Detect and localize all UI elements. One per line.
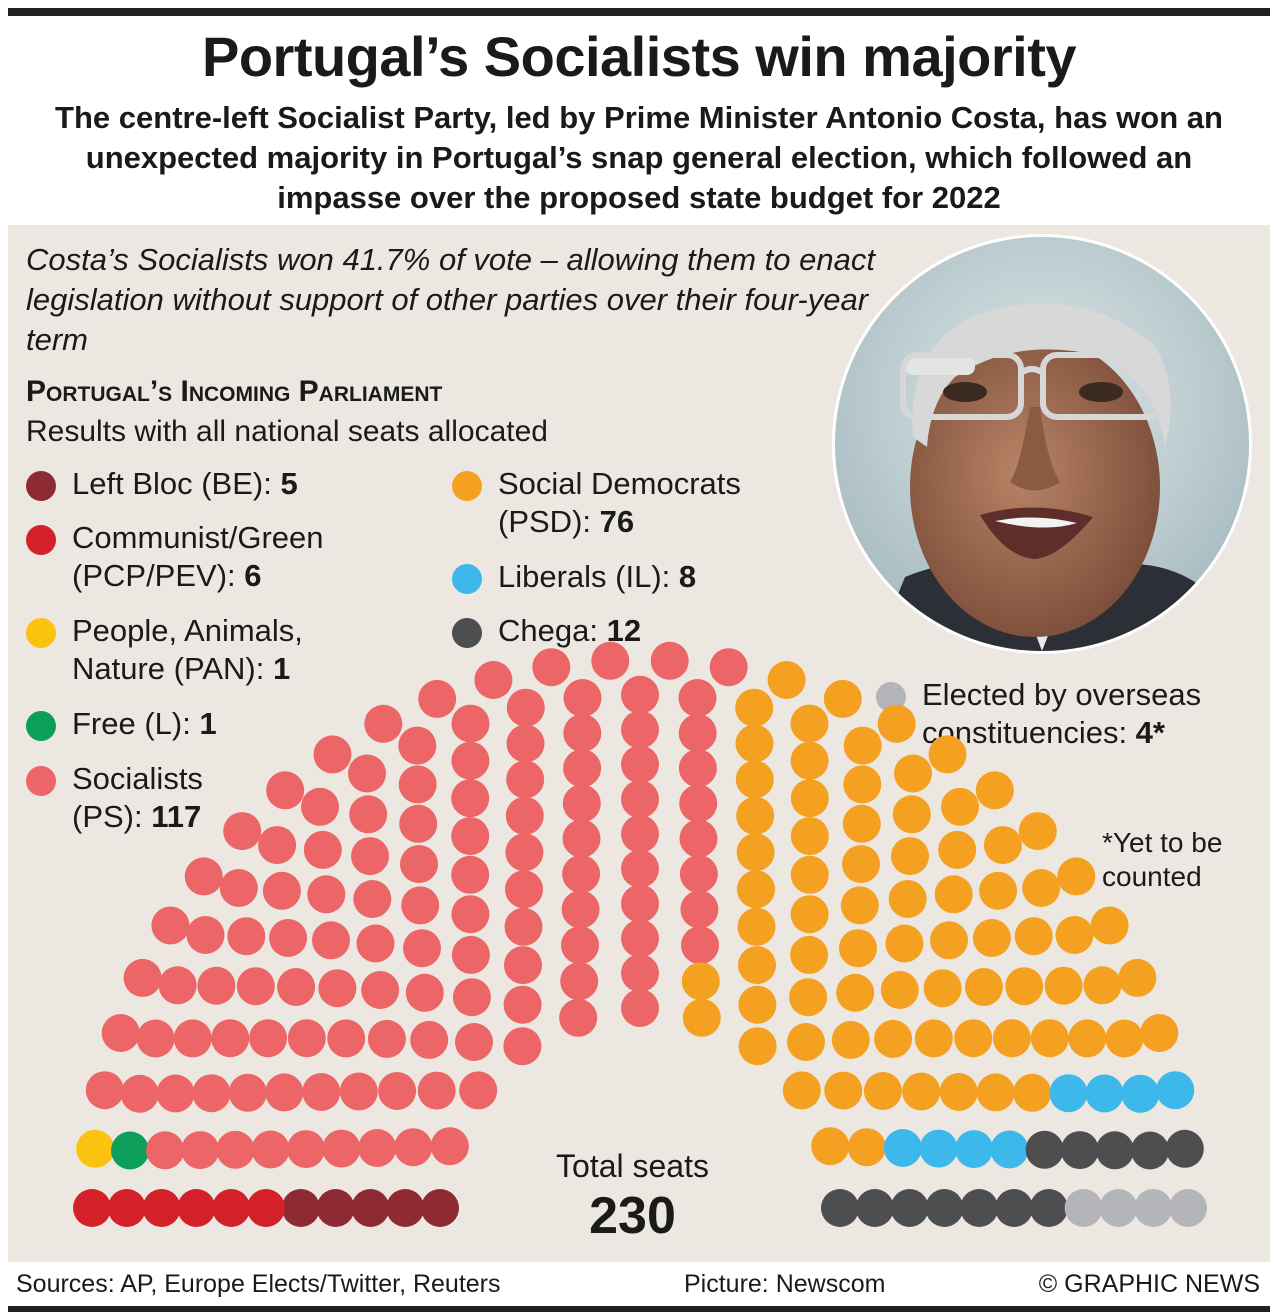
- legend-value: 117: [151, 799, 202, 834]
- legend-swatch: [452, 618, 482, 648]
- footer-sources: Sources: AP, Europe Elects/Twitter, Reut…: [16, 1270, 501, 1298]
- bottom-rule: [8, 1306, 1270, 1312]
- legend-swatch: [876, 682, 906, 712]
- legend-swatch: [26, 766, 56, 796]
- legend-label: (PCP/PEV):: [72, 558, 245, 593]
- legend-label: Nature (PAN):: [72, 651, 273, 686]
- section-title: Portugal’s Incoming Parliament: [26, 375, 443, 408]
- legend-label: (PS):: [72, 799, 152, 834]
- legend-swatch: [26, 618, 56, 648]
- legend-swatch: [26, 471, 56, 501]
- legend-value: 8: [678, 559, 697, 594]
- legend-value: 12: [606, 613, 642, 648]
- legend-value: 1: [272, 651, 291, 686]
- legend-value: 76: [599, 504, 635, 539]
- footnote: *Yet to be counted: [1102, 827, 1223, 892]
- footer-picture-credit: Picture: Newscom: [684, 1270, 886, 1298]
- page-title: Portugal’s Socialists win majority: [201, 25, 1077, 88]
- legend-label: Left Bloc (BE):: [72, 466, 281, 501]
- legend-swatch: [452, 564, 482, 594]
- total-seats-label: Total seats: [556, 1148, 709, 1184]
- legend-label: Chega:: [498, 613, 607, 648]
- legend-label: People, Animals,: [72, 613, 303, 648]
- legend-label: Free (L):: [72, 706, 200, 741]
- intro-text: Costa’s Socialists won 41.7% of vote – a…: [26, 242, 875, 357]
- footer: Sources: AP, Europe Elects/Twitter, Reut…: [0, 1262, 1278, 1306]
- legend-swatch: [452, 471, 482, 501]
- legend-label: Social Democrats: [498, 466, 741, 501]
- portrait-photo: [832, 234, 1252, 654]
- legend-label: Liberals (IL):: [498, 559, 679, 594]
- legend-value: 5: [280, 466, 298, 501]
- footer-credit: © GRAPHIC NEWS: [1038, 1270, 1260, 1298]
- legend-label: Elected by overseas: [922, 677, 1202, 712]
- legend-label: (PSD):: [498, 504, 600, 539]
- legend-label: Communist/Green: [72, 520, 324, 555]
- total-seats: Total seats 230: [520, 1146, 745, 1246]
- section-subtitle: Results with all national seats allocate…: [26, 415, 548, 448]
- legend-swatch: [26, 525, 56, 555]
- legend-label: constituencies:: [922, 715, 1136, 750]
- portrait-illustration: [835, 237, 1249, 651]
- legend-swatch: [26, 711, 56, 741]
- legend-value: 4*: [1135, 715, 1165, 750]
- top-rule: [8, 8, 1270, 16]
- legend-value: 6: [244, 558, 262, 593]
- legend-label: Socialists: [72, 761, 203, 796]
- page-subtitle: The centre-left Socialist Party, led by …: [55, 100, 1223, 215]
- total-seats-value: 230: [589, 1187, 676, 1245]
- legend-value: 1: [199, 706, 217, 741]
